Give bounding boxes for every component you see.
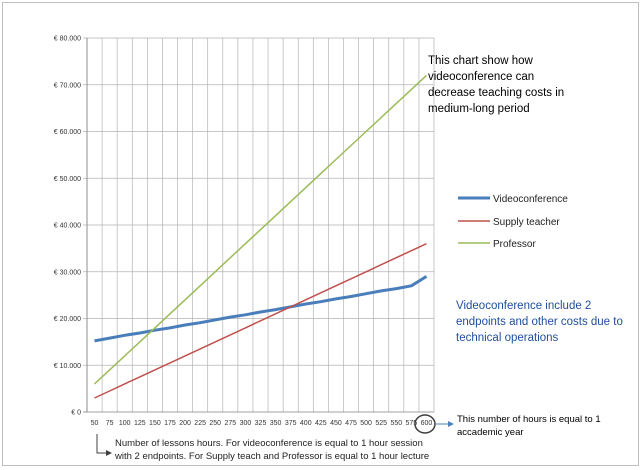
series-line-professor [93,74,428,385]
x-tick-label: 550 [390,420,402,427]
top-note-line-3: decrease teaching costs in [428,87,564,99]
y-tick-label: € 20.000 [54,316,81,323]
blue-note-line-3: technical operations [456,332,559,344]
top-note-line-2: videoconference can [428,71,534,83]
hours-note-line-1: This number of hours is equal to 1 [457,414,601,425]
y-tick-label: € 30.000 [54,269,81,276]
legend-label-professor: Professor [493,239,536,250]
x-tick-labels: 50 75 100 125 150 175 200 225 250 275 300 325 350 375… [91,420,433,427]
top-note-line-4: medium-long period [428,103,530,115]
y-tick-label: € 80.000 [54,36,81,43]
y-tick-labels: € 0 € 10.000 € 20.000 € 30.000 € 40.000 € 50.… [54,36,81,417]
legend: Videoconference Supply teacher Professor [458,194,568,250]
chart-frame [2,2,639,466]
highlight-circle [414,414,436,434]
x-tick-label: 425 [315,420,327,427]
y-tick-label: € 70.000 [54,82,81,89]
videoconference-note: Videoconference include 2 endpoints and … [456,300,623,344]
x-tick-label: 325 [255,420,267,427]
x-tick-label: 275 [224,420,236,427]
blue-note-line-1: Videoconference include 2 [456,300,591,312]
x-tick-label: 575 [406,420,418,427]
x-tick-label: 475 [345,420,357,427]
x-tick-label: 400 [300,420,312,427]
top-note-line-1: This chart show how [428,55,534,67]
y-tick-label: € 10.000 [54,363,81,370]
x-tick-label: 175 [164,420,176,427]
x-tick-label: 450 [330,420,342,427]
series-line-videoconference [94,275,428,343]
x-tick-label: 350 [270,420,282,427]
x-tick-label: 525 [375,420,387,427]
hours-arrow-head [448,421,454,427]
blue-note-line-2: endpoints and other costs due to [456,316,623,328]
legend-label-videoconference: Videoconference [493,194,568,205]
y-tick-label: € 50.000 [54,176,81,183]
bottom-note-line-1: Number of lessons hours. For videoconfer… [115,438,423,449]
hours-note-line-2: accademic year [457,427,524,438]
x-tick-label: 300 [240,420,252,427]
gridlines [83,37,435,413]
x-tick-label: 150 [149,420,161,427]
bottom-note-line-2: with 2 endpoints. For Supply teach and P… [114,451,429,462]
x-tick-label: 225 [194,420,206,427]
x-tick-label: 250 [209,420,221,427]
bottom-arrow-shaft [96,434,107,454]
x-tick-label: 500 [360,420,372,427]
x-tick-label: 200 [179,420,191,427]
top-note: This chart show how videoconference can … [428,55,564,115]
series-line-supply-teacher [94,243,427,399]
x-tick-label: 75 [106,420,114,427]
y-tick-label: € 0 [71,410,81,417]
y-tick-label: € 40.000 [54,223,81,230]
x-tick-label: 50 [91,420,99,427]
y-tick-label: € 60.000 [54,129,81,136]
x-tick-label: 100 [119,420,131,427]
legend-label-supply-teacher: Supply teacher [493,217,560,228]
x-tick-label: 125 [134,420,146,427]
x-tick-label: 375 [285,420,297,427]
bottom-arrow-head [106,450,112,456]
x-tick-label: 600 [421,420,433,427]
series-lines [93,74,428,399]
